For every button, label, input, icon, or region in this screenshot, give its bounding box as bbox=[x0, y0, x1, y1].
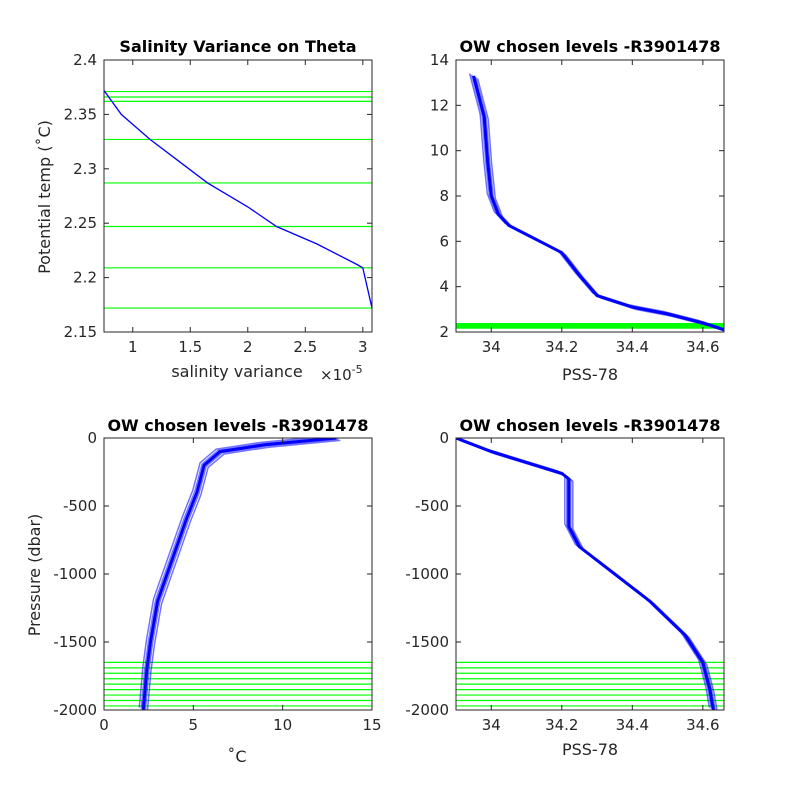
plot-background bbox=[456, 438, 724, 710]
profile-line bbox=[138, 438, 315, 708]
x-axis-label: PSS-78 bbox=[562, 740, 618, 759]
y-tick-label: -1000 bbox=[53, 565, 97, 583]
x-tick-label: 34.4 bbox=[616, 716, 649, 734]
y-tick-label: 6 bbox=[439, 232, 449, 250]
y-axis-label: Pressure (dbar) bbox=[25, 514, 44, 637]
x-axis-label: PSS-78 bbox=[562, 365, 618, 384]
chart-title: OW chosen levels -R3901478 bbox=[107, 416, 368, 435]
x-tick-label: 34.6 bbox=[686, 338, 719, 356]
y-tick-label: 2.15 bbox=[64, 323, 97, 341]
x-tick-label: 34 bbox=[482, 338, 501, 356]
x-tick-label: 34.2 bbox=[545, 338, 578, 356]
y-tick-label: 2.2 bbox=[73, 269, 97, 287]
x-exponent-power: -5 bbox=[352, 363, 363, 376]
y-tick-label: 2.4 bbox=[73, 51, 97, 69]
series-line bbox=[456, 438, 715, 710]
x-tick-label: 34 bbox=[482, 716, 501, 734]
x-tick-label: 1 bbox=[128, 338, 138, 356]
y-tick-labels: 2.15 2.2 2.25 2.3 2.35 2.4 bbox=[64, 51, 97, 341]
series-line bbox=[472, 75, 724, 332]
x-tick-label: 0 bbox=[99, 716, 109, 734]
y-tick-label: 0 bbox=[87, 429, 97, 447]
y-tick-label: -1000 bbox=[405, 565, 449, 583]
y-tick-label: 8 bbox=[439, 187, 449, 205]
plot-content bbox=[456, 73, 724, 332]
y-tick-label: 14 bbox=[430, 51, 449, 69]
y-tick-labels: -2000 -1500 -1000 -500 0 bbox=[53, 429, 97, 719]
plot-background bbox=[456, 60, 724, 332]
y-tick-label: -500 bbox=[63, 497, 97, 515]
chart-title: OW chosen levels -R3901478 bbox=[459, 416, 720, 435]
panel-pressure-salinity: OW chosen levels -R3901478 34 34.2 34.4 34.… bbox=[405, 416, 725, 759]
y-tick-label: -2000 bbox=[405, 701, 449, 719]
x-tick-labels: 1 1.5 2 2.5 3 bbox=[128, 338, 368, 356]
y-tick-label: -2000 bbox=[53, 701, 97, 719]
y-tick-label: 2.35 bbox=[64, 105, 97, 123]
chart-title: OW chosen levels -R3901478 bbox=[459, 37, 720, 56]
x-exponent-label: ×10-5 bbox=[320, 363, 363, 384]
y-tick-label: 10 bbox=[430, 142, 449, 160]
y-tick-labels: 2 4 6 8 10 12 14 bbox=[430, 51, 449, 341]
y-tick-labels: -2000 -1500 -1000 -500 0 bbox=[405, 429, 449, 719]
y-tick-label: -1500 bbox=[405, 633, 449, 651]
series-line bbox=[104, 90, 372, 309]
x-axis-label: salinity variance bbox=[171, 362, 302, 381]
y-tick-label: 0 bbox=[439, 429, 449, 447]
plot-background bbox=[104, 60, 372, 332]
series-line bbox=[141, 438, 337, 710]
plot-area bbox=[103, 437, 373, 711]
x-tick-label: 15 bbox=[362, 716, 381, 734]
chart-title: Salinity Variance on Theta bbox=[119, 37, 356, 56]
y-tick-label: -1500 bbox=[53, 633, 97, 651]
y-tick-label: -500 bbox=[415, 497, 449, 515]
profile-line bbox=[146, 439, 341, 710]
plot-area bbox=[455, 437, 725, 711]
plot-content bbox=[456, 438, 724, 710]
x-exponent-base: ×10 bbox=[320, 366, 352, 384]
y-tick-label: 2.3 bbox=[73, 160, 97, 178]
y-tick-label: 4 bbox=[439, 278, 449, 296]
x-tick-label: 1.5 bbox=[178, 338, 202, 356]
x-tick-labels: 0 5 10 15 bbox=[99, 716, 381, 734]
y-axis-label: Potential temp (˚C) bbox=[35, 120, 54, 274]
x-tick-label: 34.4 bbox=[616, 338, 649, 356]
plot-area bbox=[103, 59, 373, 333]
x-axis-label: ˚C bbox=[227, 747, 246, 766]
plot-content bbox=[104, 90, 372, 309]
x-tick-label: 5 bbox=[189, 716, 199, 734]
x-tick-label: 2 bbox=[243, 338, 253, 356]
y-tick-label: 12 bbox=[430, 96, 449, 114]
x-tick-label: 34.6 bbox=[686, 716, 719, 734]
y-tick-label: 2 bbox=[439, 323, 449, 341]
plot-area bbox=[455, 59, 725, 333]
panel-salinity-variance: Salinity Variance on Theta 1 1.5 2 2.5 3 2.1… bbox=[35, 37, 373, 384]
x-tick-label: 2.5 bbox=[293, 338, 317, 356]
y-tick-label: 2.25 bbox=[64, 214, 97, 232]
x-tick-label: 3 bbox=[358, 338, 368, 356]
panel-pressure-temperature: OW chosen levels -R3901478 0 5 10 15 -2000-… bbox=[25, 416, 382, 766]
panel-theta-salinity: OW chosen levels -R3901478 34 34.2 34.4 34.… bbox=[430, 37, 725, 384]
plot-content bbox=[104, 438, 372, 710]
x-tick-labels: 34 34.2 34.4 34.6 bbox=[482, 716, 720, 734]
x-tick-labels: 34 34.2 34.4 34.6 bbox=[482, 338, 720, 356]
x-tick-label: 10 bbox=[273, 716, 292, 734]
axes-box bbox=[103, 59, 373, 333]
x-tick-label: 34.2 bbox=[545, 716, 578, 734]
